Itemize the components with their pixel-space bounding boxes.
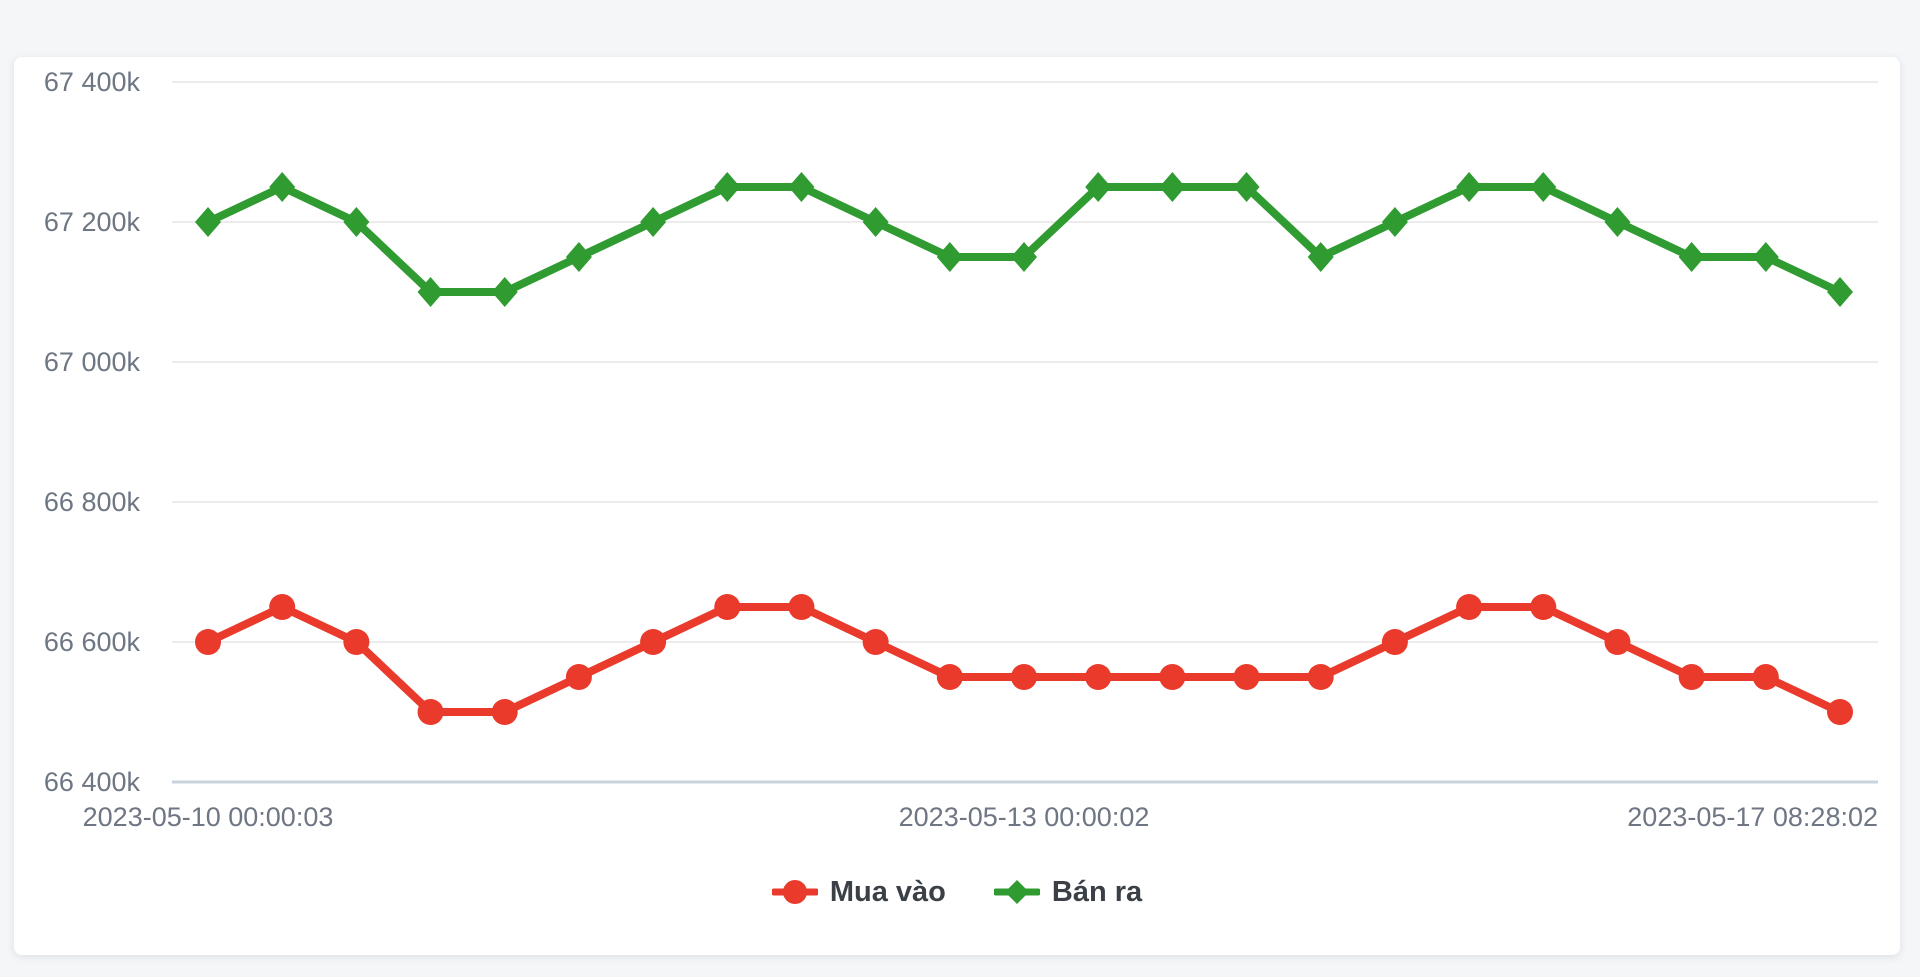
data-point-ban-ra[interactable] bbox=[1381, 207, 1408, 237]
data-point-ban-ra[interactable] bbox=[1752, 242, 1779, 272]
y-tick-label: 66 600k bbox=[43, 627, 140, 657]
data-point-mua-vao[interactable] bbox=[195, 629, 221, 655]
data-point-ban-ra[interactable] bbox=[565, 242, 592, 272]
data-point-mua-vao[interactable] bbox=[269, 594, 296, 620]
data-point-ban-ra[interactable] bbox=[269, 172, 296, 202]
legend-item-mua-vao[interactable]: Mua vào bbox=[771, 875, 946, 909]
data-point-ban-ra[interactable] bbox=[1307, 242, 1334, 272]
data-point-mua-vao[interactable] bbox=[862, 629, 889, 655]
data-point-mua-vao[interactable] bbox=[1381, 629, 1408, 655]
data-point-mua-vao[interactable] bbox=[1233, 664, 1260, 690]
series-line-ban-ra bbox=[204, 183, 1844, 296]
y-tick-label: 67 000k bbox=[43, 347, 140, 377]
x-tick-label: 2023-05-10 00:00:03 bbox=[82, 802, 334, 832]
data-point-mua-vao[interactable] bbox=[936, 664, 963, 690]
data-point-ban-ra[interactable] bbox=[195, 207, 221, 237]
legend-marker-diamond-icon bbox=[993, 880, 1040, 904]
data-point-mua-vao[interactable] bbox=[491, 699, 518, 725]
data-point-mua-vao[interactable] bbox=[1604, 629, 1631, 655]
y-tick-label: 67 400k bbox=[43, 67, 140, 97]
data-point-mua-vao[interactable] bbox=[1456, 594, 1483, 620]
data-point-ban-ra[interactable] bbox=[343, 207, 370, 237]
data-point-ban-ra[interactable] bbox=[788, 172, 815, 202]
data-point-ban-ra[interactable] bbox=[417, 277, 444, 307]
legend-item-ban-ra[interactable]: Bán ra bbox=[993, 875, 1143, 909]
data-point-mua-vao[interactable] bbox=[343, 629, 370, 655]
data-point-ban-ra[interactable] bbox=[714, 172, 741, 202]
data-point-mua-vao[interactable] bbox=[1752, 664, 1779, 690]
chart-legend: Mua vào Bán ra bbox=[14, 872, 1900, 912]
data-point-mua-vao[interactable] bbox=[1085, 664, 1112, 690]
data-point-ban-ra[interactable] bbox=[491, 277, 518, 307]
data-point-mua-vao[interactable] bbox=[1307, 664, 1334, 690]
data-point-mua-vao[interactable] bbox=[640, 629, 667, 655]
x-tick-label: 2023-05-13 00:00:02 bbox=[898, 802, 1150, 832]
data-point-ban-ra[interactable] bbox=[640, 207, 667, 237]
data-point-ban-ra[interactable] bbox=[1011, 242, 1037, 272]
data-point-ban-ra[interactable] bbox=[1456, 172, 1483, 202]
data-point-ban-ra[interactable] bbox=[862, 207, 889, 237]
data-point-ban-ra[interactable] bbox=[1233, 172, 1260, 202]
data-point-mua-vao[interactable] bbox=[1678, 664, 1705, 690]
data-point-mua-vao[interactable] bbox=[565, 664, 592, 690]
x-tick-label: 2023-05-17 08:28:02 bbox=[1627, 802, 1878, 832]
data-point-mua-vao[interactable] bbox=[1159, 664, 1186, 690]
data-point-mua-vao[interactable] bbox=[1011, 664, 1037, 690]
data-point-mua-vao[interactable] bbox=[1530, 594, 1557, 620]
data-point-ban-ra[interactable] bbox=[1827, 277, 1853, 307]
data-point-ban-ra[interactable] bbox=[936, 242, 963, 272]
series-line-mua-vao bbox=[204, 603, 1844, 716]
data-point-mua-vao[interactable] bbox=[1827, 699, 1853, 725]
data-point-mua-vao[interactable] bbox=[714, 594, 741, 620]
data-point-ban-ra[interactable] bbox=[1530, 172, 1557, 202]
data-point-mua-vao[interactable] bbox=[417, 699, 444, 725]
legend-marker-circle-icon bbox=[771, 880, 818, 904]
legend-label-mua-vao: Mua vào bbox=[829, 875, 946, 908]
y-tick-label: 66 800k bbox=[43, 487, 140, 517]
data-point-mua-vao[interactable] bbox=[788, 594, 815, 620]
data-point-ban-ra[interactable] bbox=[1159, 172, 1186, 202]
data-point-ban-ra[interactable] bbox=[1085, 172, 1112, 202]
y-tick-label: 66 400k bbox=[43, 767, 140, 797]
legend-label-ban-ra: Bán ra bbox=[1051, 875, 1143, 908]
data-point-ban-ra[interactable] bbox=[1604, 207, 1631, 237]
data-point-ban-ra[interactable] bbox=[1678, 242, 1705, 272]
y-tick-label: 67 200k bbox=[43, 207, 140, 237]
